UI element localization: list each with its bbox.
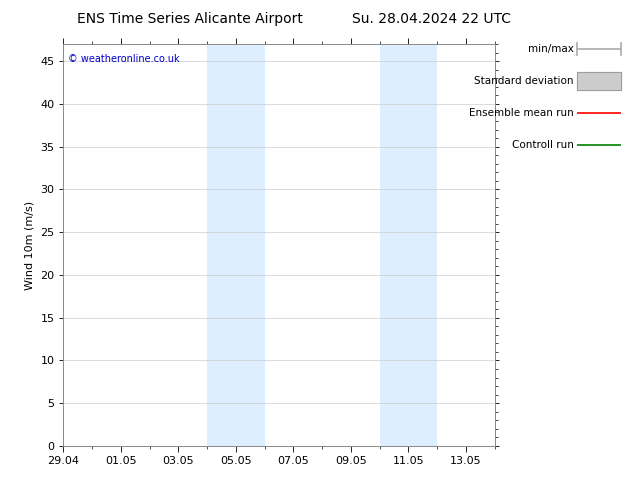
Bar [380, 44, 408, 446]
Text: Su. 28.04.2024 22 UTC: Su. 28.04.2024 22 UTC [352, 12, 510, 26]
Text: © weatheronline.co.uk: © weatheronline.co.uk [68, 54, 179, 64]
Bar [207, 44, 236, 446]
Text: Standard deviation: Standard deviation [474, 76, 574, 86]
Text: Controll run: Controll run [512, 140, 574, 149]
Text: min/max: min/max [528, 44, 574, 54]
Text: ENS Time Series Alicante Airport: ENS Time Series Alicante Airport [77, 12, 303, 26]
Text: Ensemble mean run: Ensemble mean run [469, 108, 574, 118]
Bar [236, 44, 264, 446]
Y-axis label: Wind 10m (m/s): Wind 10m (m/s) [25, 200, 35, 290]
Bar [408, 44, 437, 446]
